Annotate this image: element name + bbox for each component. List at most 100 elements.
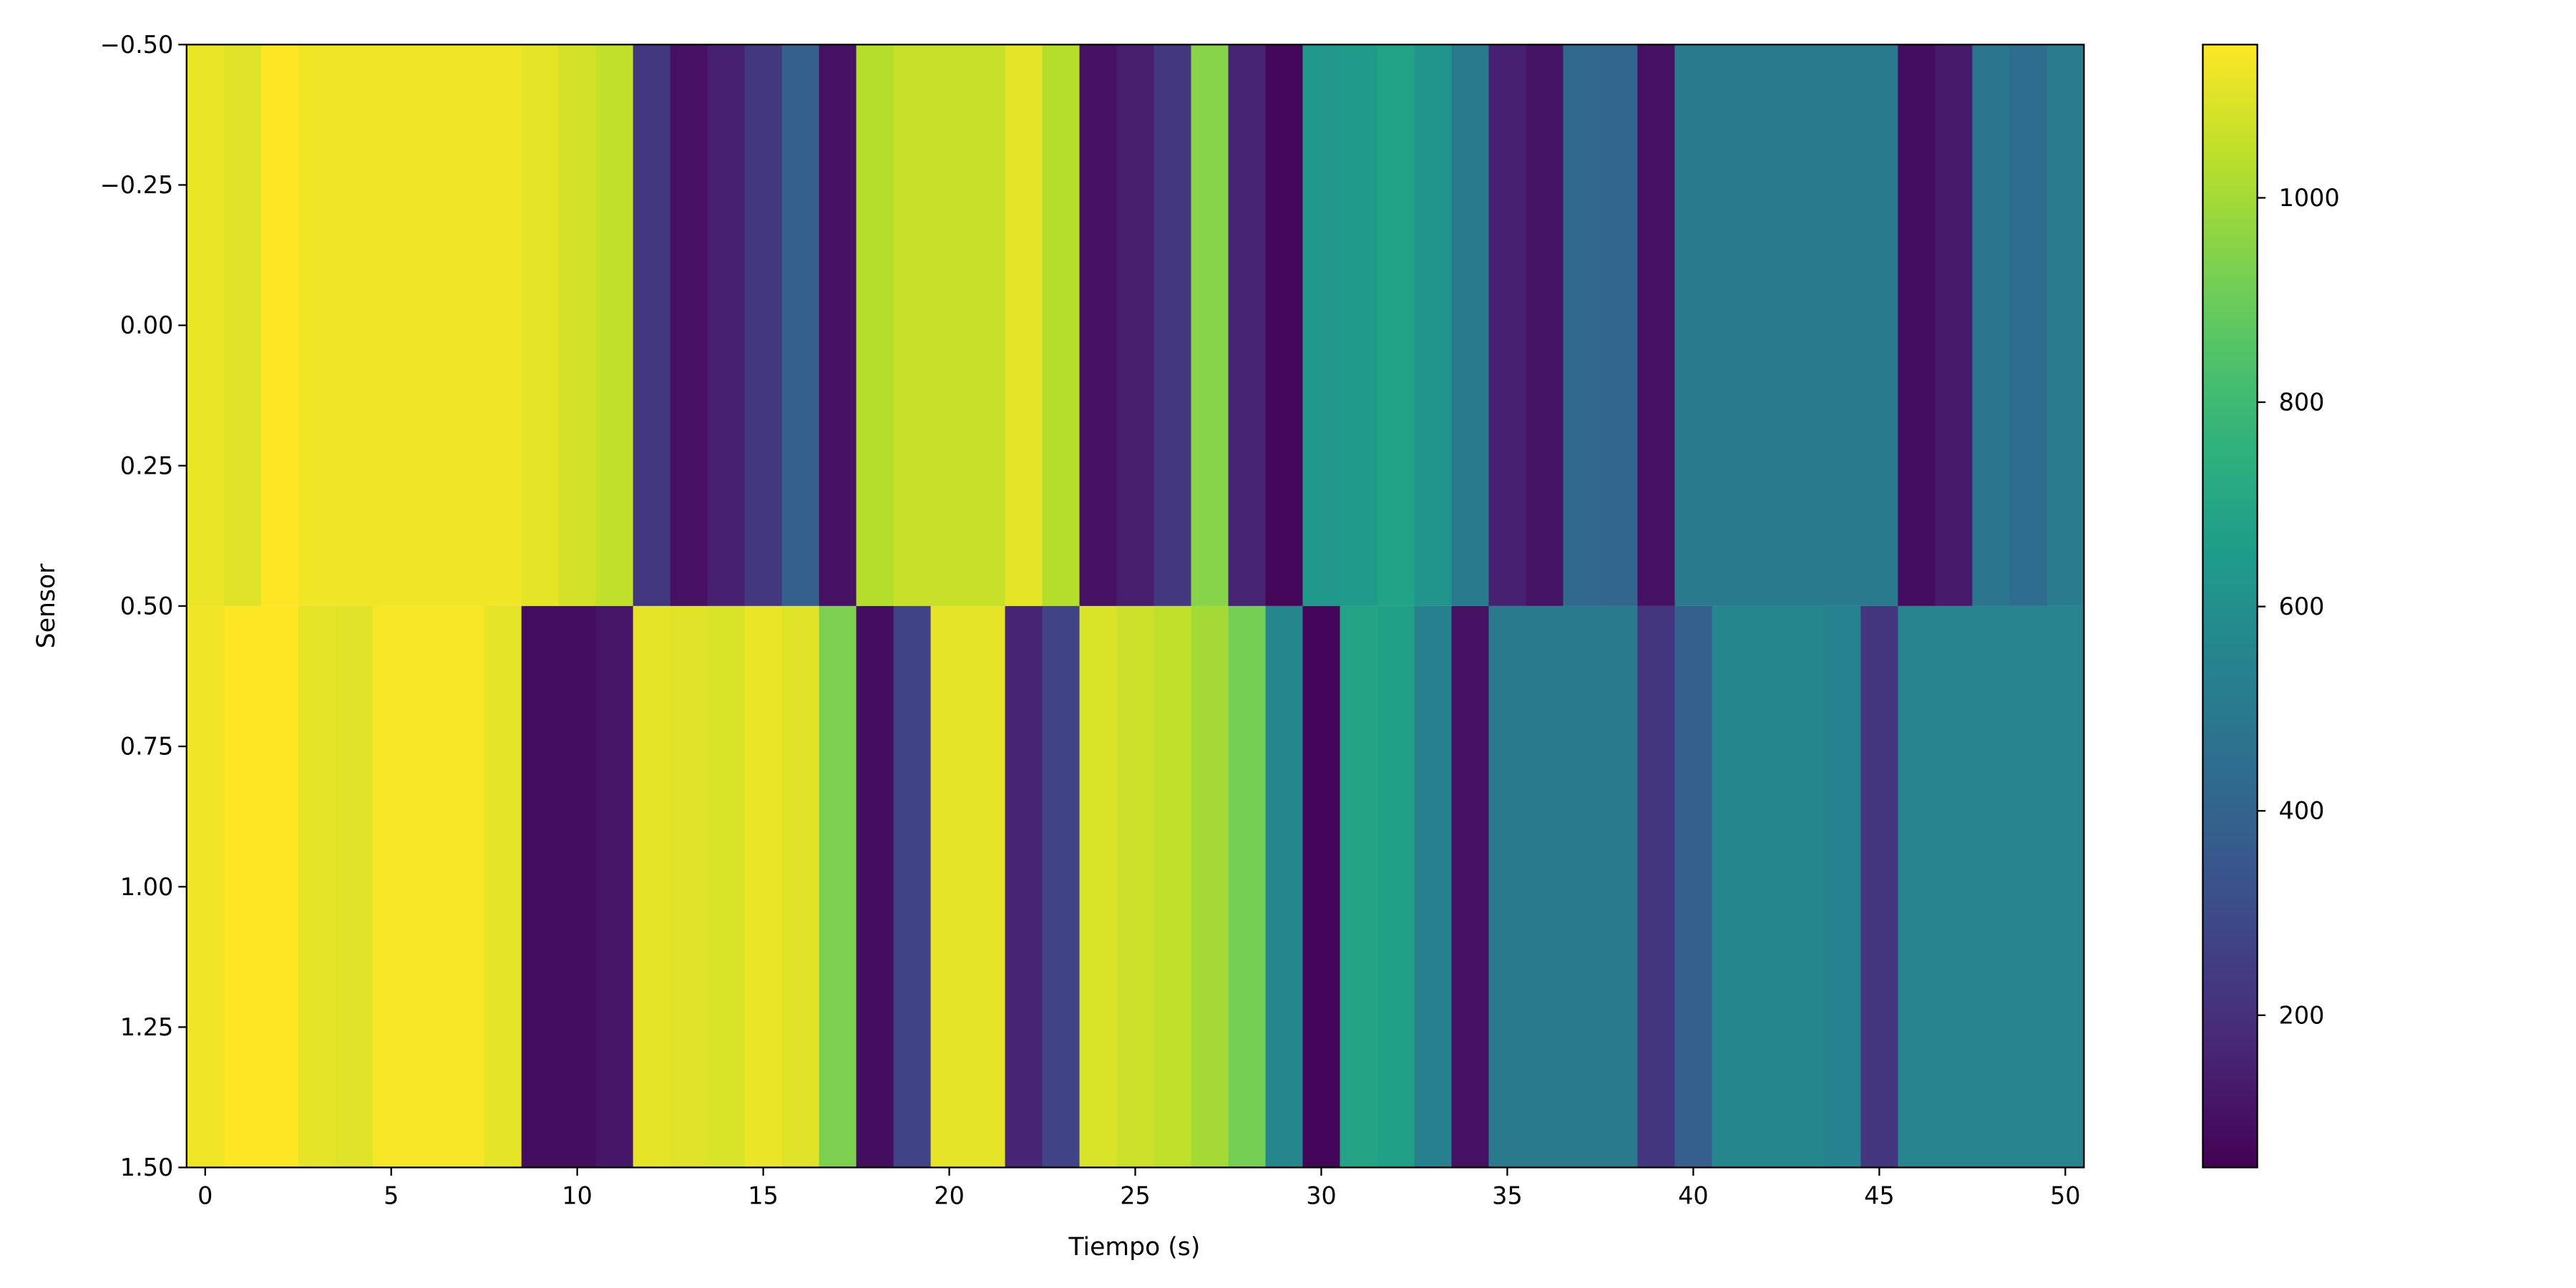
heatmap-cell xyxy=(1898,605,1936,1168)
heatmap-cell xyxy=(2009,605,2048,1168)
heatmap-cell xyxy=(1786,44,1825,606)
x-tick-label: 40 xyxy=(1678,1181,1709,1209)
heatmap-cell xyxy=(633,605,671,1168)
colorbar xyxy=(2202,44,2258,1169)
y-tick-label: 1.50 xyxy=(120,1153,174,1181)
heatmap-cell xyxy=(1302,44,1341,606)
y-tick-label: 0.25 xyxy=(120,452,174,479)
heatmap-cell xyxy=(298,44,336,606)
heatmap-cell xyxy=(1749,605,1787,1168)
heatmap-cell xyxy=(1414,44,1453,606)
heatmap-cell xyxy=(186,44,225,606)
x-tick-label: 0 xyxy=(197,1181,213,1209)
heatmap-cell xyxy=(298,605,336,1168)
heatmap-cell xyxy=(1860,605,1899,1168)
heatmap-cell xyxy=(1228,44,1267,606)
heatmap-cell xyxy=(1972,44,2011,606)
heatmap-cell xyxy=(1191,44,1229,606)
x-tick-label: 5 xyxy=(384,1181,399,1209)
y-tick-label: 0.50 xyxy=(120,592,174,620)
y-tick-label: 1.25 xyxy=(120,1013,174,1041)
heatmap-cell xyxy=(1823,44,1862,606)
heatmap-cell xyxy=(1414,605,1453,1168)
heatmap-cell xyxy=(707,44,746,606)
heatmap-cell xyxy=(1712,605,1750,1168)
heatmap-cell xyxy=(335,44,374,606)
x-tick-label: 30 xyxy=(1306,1181,1337,1209)
y-tick-label: 0.00 xyxy=(120,311,174,339)
heatmap-cell xyxy=(1786,605,1825,1168)
x-axis-label: Tiempo (s) xyxy=(1068,1233,1200,1262)
colorbar-tick-label: 600 xyxy=(2279,592,2325,620)
heatmap-cell xyxy=(1265,605,1304,1168)
heatmap-cell xyxy=(1079,44,1118,606)
heatmap-cell xyxy=(1005,605,1043,1168)
heatmap-cell xyxy=(1526,605,1564,1168)
y-tick-label: 0.75 xyxy=(120,733,174,761)
heatmap-cell xyxy=(967,605,1006,1168)
heatmap-cell xyxy=(2009,44,2048,606)
heatmap-cell xyxy=(1749,44,1787,606)
heatmap-cell xyxy=(819,44,857,606)
heatmap-cell xyxy=(1674,605,1713,1168)
heatmap-cell xyxy=(1153,605,1192,1168)
heatmap-cell xyxy=(670,44,708,606)
y-tick-label: 1.00 xyxy=(120,873,174,901)
heatmap-cell xyxy=(744,44,783,606)
heatmap-cell xyxy=(2046,605,2085,1168)
x-tick-label: 50 xyxy=(2050,1181,2081,1209)
heatmap-cell xyxy=(1823,605,1862,1168)
y-ticks: −0.50 −0.25 0.00 0.25 0.50 0.75 1.00 1.25 1.50 xyxy=(100,31,187,1181)
heatmap-cell xyxy=(595,605,634,1168)
heatmap-cell xyxy=(707,605,746,1168)
heatmap-cell xyxy=(1600,44,1639,606)
heatmap-cell xyxy=(781,44,820,606)
heatmap-cell xyxy=(1042,44,1080,606)
x-tick-label: 45 xyxy=(1864,1181,1895,1209)
heatmap-cell xyxy=(1079,605,1118,1168)
heatmap-cell xyxy=(1377,605,1415,1168)
x-tick-label: 25 xyxy=(1120,1181,1151,1209)
heatmap-cell xyxy=(1005,44,1043,606)
heatmap-cell xyxy=(260,605,299,1168)
heatmap-cell xyxy=(1116,44,1155,606)
heatmap-cell xyxy=(484,605,522,1168)
heatmap-cell xyxy=(1637,44,1676,606)
heatmap-cell xyxy=(1935,605,1974,1168)
heatmap-cell xyxy=(1972,605,2011,1168)
heatmap-cell xyxy=(2046,44,2085,606)
x-tick-label: 20 xyxy=(934,1181,965,1209)
x-tick-label: 35 xyxy=(1492,1181,1523,1209)
colorbar-tick-label: 1000 xyxy=(2279,184,2340,212)
heatmap-cell xyxy=(819,605,857,1168)
x-tick-label: 15 xyxy=(748,1181,779,1209)
heatmap-cell xyxy=(409,44,448,606)
heatmap-cell xyxy=(1191,605,1229,1168)
heatmap-cell xyxy=(930,605,969,1168)
heatmap-cell xyxy=(1228,605,1267,1168)
heatmap-cell xyxy=(1488,605,1527,1168)
heatmap-cell xyxy=(1563,605,1601,1168)
heatmap-cell xyxy=(484,44,522,606)
y-tick-label: −0.25 xyxy=(100,171,174,199)
heatmap-cell xyxy=(1488,44,1527,606)
colorbar-tick-label: 200 xyxy=(2279,1001,2325,1029)
colorbar-ticks: 200 400 600 800 1000 xyxy=(2257,184,2340,1029)
heatmap-cell xyxy=(1600,605,1639,1168)
heatmap-cell xyxy=(447,605,485,1168)
x-ticks: 0 5 10 15 20 25 30 35 40 45 50 xyxy=(197,1167,2081,1209)
heatmap-cell xyxy=(260,44,299,606)
heatmap-cell xyxy=(1340,44,1378,606)
heatmap-cell xyxy=(223,44,262,606)
heatmap-cell xyxy=(558,605,597,1168)
heatmap-cell xyxy=(186,605,225,1168)
heatmap-cell xyxy=(521,44,560,606)
colorbar-tick-label: 800 xyxy=(2279,389,2325,416)
heatmap-cell xyxy=(1340,605,1378,1168)
x-tick-label: 10 xyxy=(562,1181,592,1209)
heatmap-cell xyxy=(930,44,969,606)
heatmap-cell xyxy=(893,605,932,1168)
heatmap-cell xyxy=(781,605,820,1168)
heatmap-cell xyxy=(1526,44,1564,606)
heatmap-cell xyxy=(1451,44,1490,606)
